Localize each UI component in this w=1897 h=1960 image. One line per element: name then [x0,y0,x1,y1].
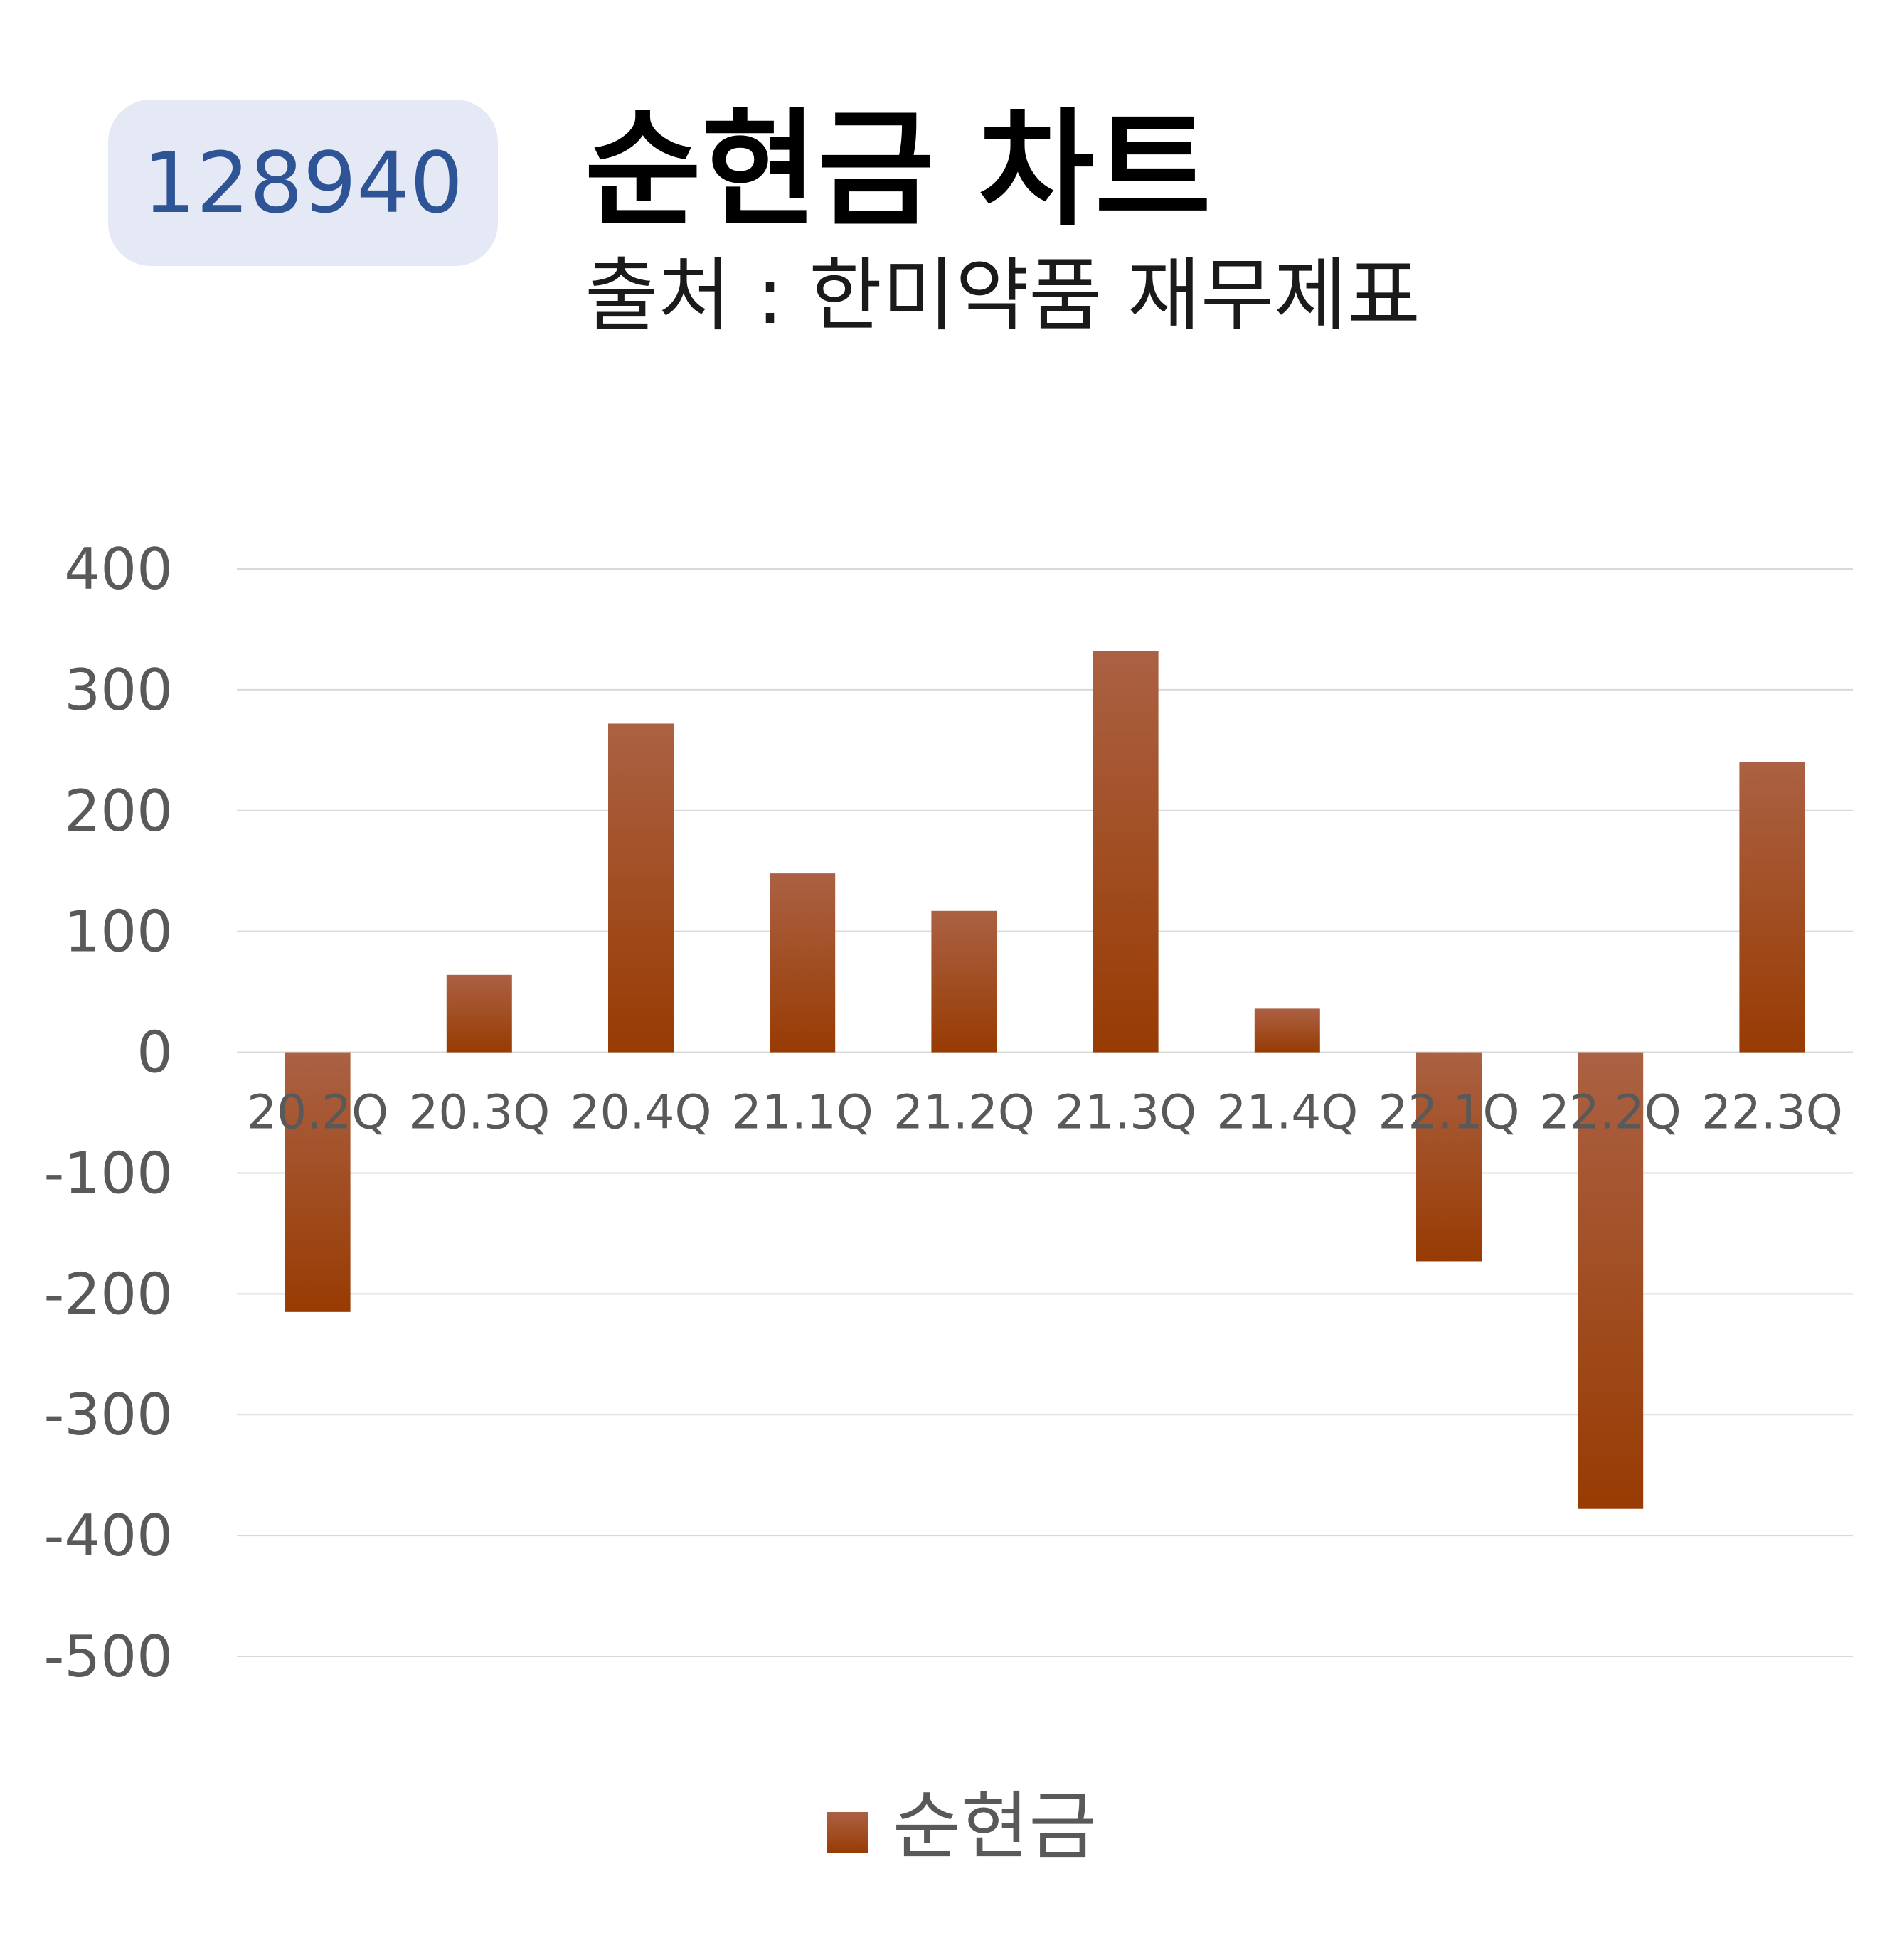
y-tick-label: 200 [64,778,173,844]
x-tick-label: 21.1Q [732,1085,873,1140]
y-tick-label: 400 [64,536,173,602]
bar-21.2Q [931,910,997,1053]
bars [285,651,1805,1509]
x-tick-label: 20.2Q [247,1085,388,1140]
bar-21.3Q [1093,651,1159,1053]
bar-20.3Q [446,974,512,1053]
y-tick-label: -500 [43,1624,173,1690]
stock-code-badge: 128940 [108,100,498,266]
bar-20.4Q [608,723,674,1053]
bar-22.2Q [1578,1052,1644,1509]
y-tick-label: 300 [64,657,173,723]
bar-22.1Q [1416,1052,1482,1262]
stock-code: 128940 [142,134,464,232]
y-tick-label: -400 [43,1503,173,1569]
x-tick-label: 21.4Q [1216,1085,1358,1140]
chart-title: 순현금 차트 [585,96,1211,243]
x-tick-label: 21.3Q [1055,1085,1196,1140]
y-tick-label: -100 [43,1140,173,1206]
bar-21.1Q [770,873,836,1053]
chart-source: 출처 : 한미약품 재무제표 [585,250,1420,342]
x-axis-ticks: 20.2Q 20.3Q 20.4Q 21.1Q 21.2Q 21.3Q 21.4Q 22.1Q… [247,1085,1843,1140]
x-tick-label: 22.1Q [1378,1085,1520,1140]
y-axis-ticks: 400 300 200 100 0 -100 -200 -300 -400 -500 [43,536,173,1690]
y-tick-label: -300 [43,1382,173,1448]
x-tick-label: 20.3Q [408,1085,550,1140]
legend-label: 순현금 [893,1783,1097,1870]
y-tick-label: 0 [137,1020,173,1086]
legend: 순현금 [827,1783,1097,1870]
x-tick-label: 22.2Q [1540,1085,1681,1140]
gridlines [237,568,1853,1657]
bar-20.2Q [285,1052,351,1312]
bar-22.3Q [1739,762,1805,1053]
x-tick-label: 20.4Q [570,1085,712,1140]
y-tick-label: 100 [64,899,173,965]
y-tick-label: -200 [43,1261,173,1327]
bar-21.4Q [1254,1008,1320,1053]
legend-swatch [827,1812,868,1853]
x-tick-label: 22.3Q [1701,1085,1843,1140]
x-tick-label: 21.2Q [893,1085,1035,1140]
